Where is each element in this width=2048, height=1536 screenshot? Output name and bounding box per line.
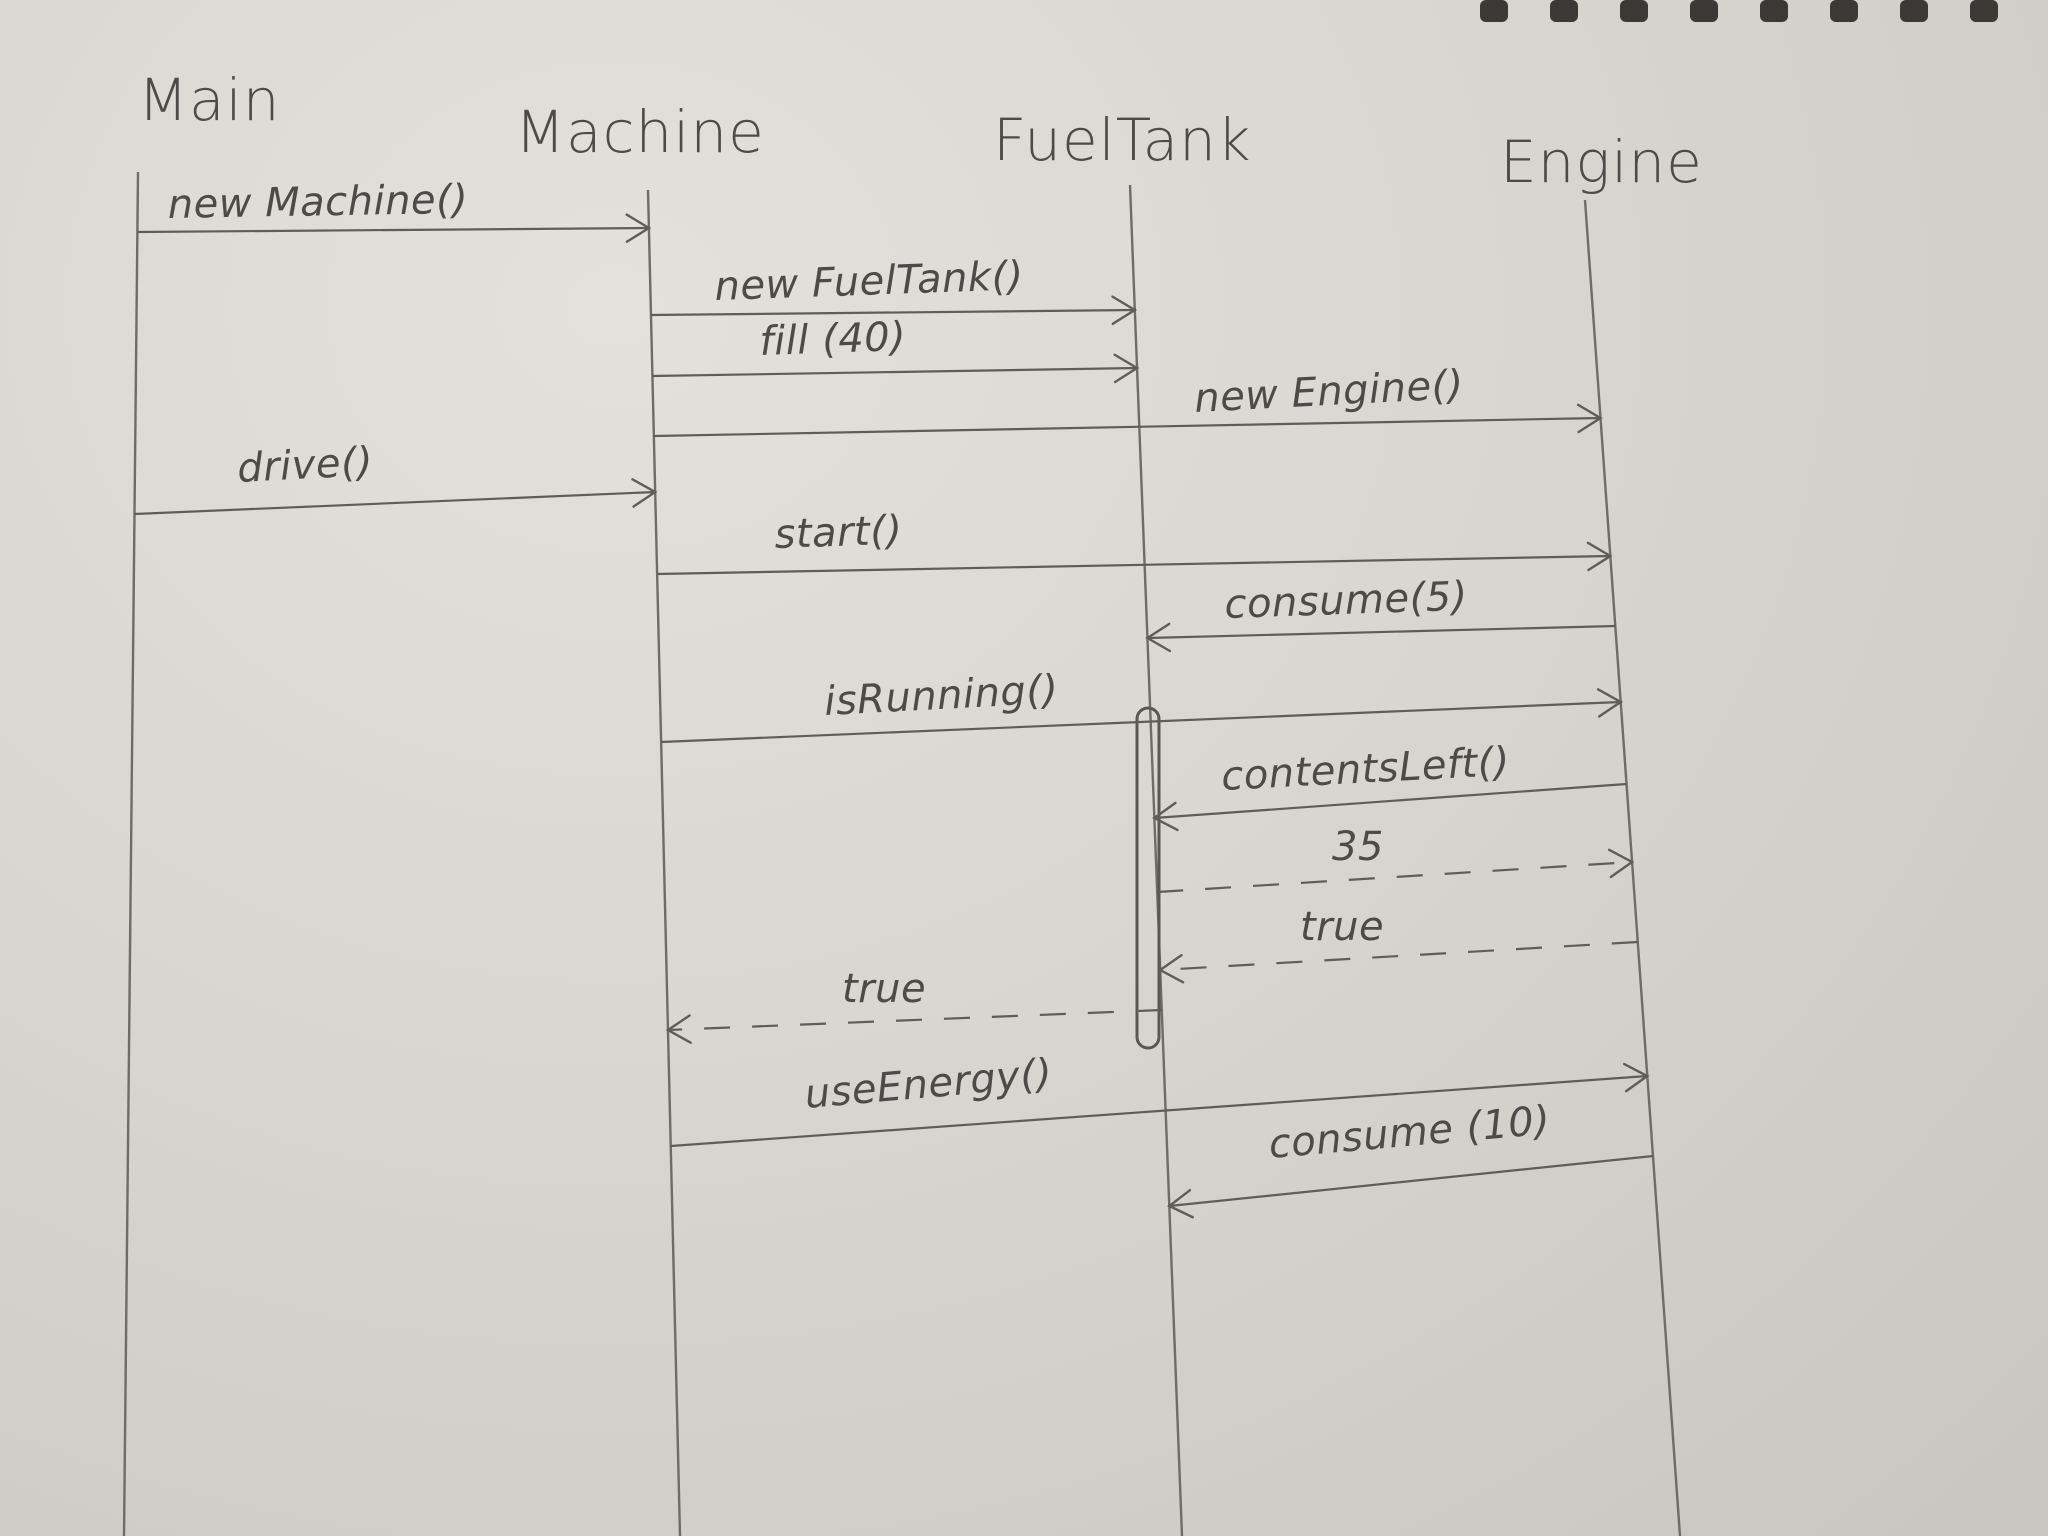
message-8: contentsLeft() (1152, 739, 1627, 832)
spiral-ring (1620, 0, 1648, 22)
message-9: 35 (1157, 824, 1635, 894)
message-label: contentsLeft() (1220, 739, 1511, 800)
arrowhead (1623, 1062, 1650, 1093)
arrowhead (1167, 1189, 1194, 1219)
arrowhead (631, 478, 658, 508)
arrowhead (1113, 353, 1140, 384)
message-label: 35 (1332, 824, 1384, 870)
participant-main: Main (138, 66, 280, 134)
message-4: drive() (134, 439, 658, 516)
arrowhead (1111, 295, 1138, 326)
message-6: consume(5) (1145, 574, 1616, 653)
message-0: new Machine() (137, 177, 652, 243)
message-label: isRunning() (823, 667, 1059, 725)
arrowhead (1145, 622, 1172, 653)
message-label: true (842, 966, 926, 1012)
message-label: consume(5) (1224, 574, 1469, 628)
messages: new Machine() new FuelTank()fill (40) new … (134, 177, 1654, 1219)
lifeline-fueltank (1128, 184, 1184, 1536)
spiral-ring (1690, 0, 1718, 22)
call-arrow (1154, 782, 1627, 820)
participant-fueltank: FuelTank (993, 106, 1251, 174)
arrowhead (1607, 848, 1635, 879)
arrowhead (1586, 541, 1613, 572)
message-label: new Engine() (1193, 362, 1465, 422)
return-arrow (1160, 940, 1638, 972)
call-arrow (137, 226, 649, 234)
participant-machine: Machine (515, 98, 765, 166)
call-arrow (653, 416, 1601, 438)
message-2: fill (40) (652, 314, 1140, 384)
message-label: start() (774, 508, 903, 558)
call-arrow (1147, 624, 1616, 640)
arrowhead (1152, 801, 1179, 832)
arrowhead (1157, 953, 1185, 984)
lifeline-engine (1583, 199, 1682, 1536)
spiral-ring (1550, 0, 1578, 22)
arrowhead (1576, 403, 1603, 434)
call-arrow (652, 366, 1138, 378)
return-arrow (1157, 860, 1633, 894)
participant-engine: Engine (1500, 128, 1703, 196)
participant-labels: Main Machine FuelTank Engine (138, 66, 1703, 196)
call-arrow (650, 308, 1135, 317)
message-label: drive() (236, 439, 374, 492)
arrowhead (625, 213, 652, 243)
message-label: new FuelTank() (714, 253, 1025, 310)
message-5: start() (657, 508, 1613, 576)
message-1: new FuelTank() (650, 253, 1138, 326)
message-label: true (1300, 904, 1384, 950)
lifeline-machine (646, 189, 682, 1536)
activation-bars (1135, 706, 1161, 1050)
arrowhead (1596, 688, 1623, 718)
message-label: fill (40) (759, 314, 907, 365)
lifeline-main (122, 171, 140, 1536)
call-arrow (134, 490, 656, 516)
message-label: consume (10) (1267, 1098, 1552, 1168)
activation-bar-fueltank (1135, 706, 1161, 1050)
call-arrow (657, 554, 1611, 576)
call-arrow (1169, 1154, 1654, 1208)
message-10: true (1157, 904, 1638, 984)
spiral-ring (1900, 0, 1928, 22)
spiral-ring (1830, 0, 1858, 22)
message-label: new Machine() (167, 177, 468, 228)
call-arrow (661, 700, 1621, 744)
message-7: isRunning() (661, 667, 1623, 744)
call-arrow (670, 1074, 1648, 1148)
spiral-ring (1970, 0, 1998, 22)
message-label: useEnergy() (803, 1050, 1054, 1117)
return-arrow (667, 1008, 1162, 1032)
message-13: consume (10) (1167, 1098, 1654, 1219)
arrowhead (665, 1014, 692, 1044)
lifelines (122, 171, 1682, 1536)
spiral-ring (1760, 0, 1788, 22)
notebook-spiral (1480, 0, 1998, 22)
message-11: true (665, 966, 1162, 1044)
spiral-ring (1480, 0, 1508, 22)
